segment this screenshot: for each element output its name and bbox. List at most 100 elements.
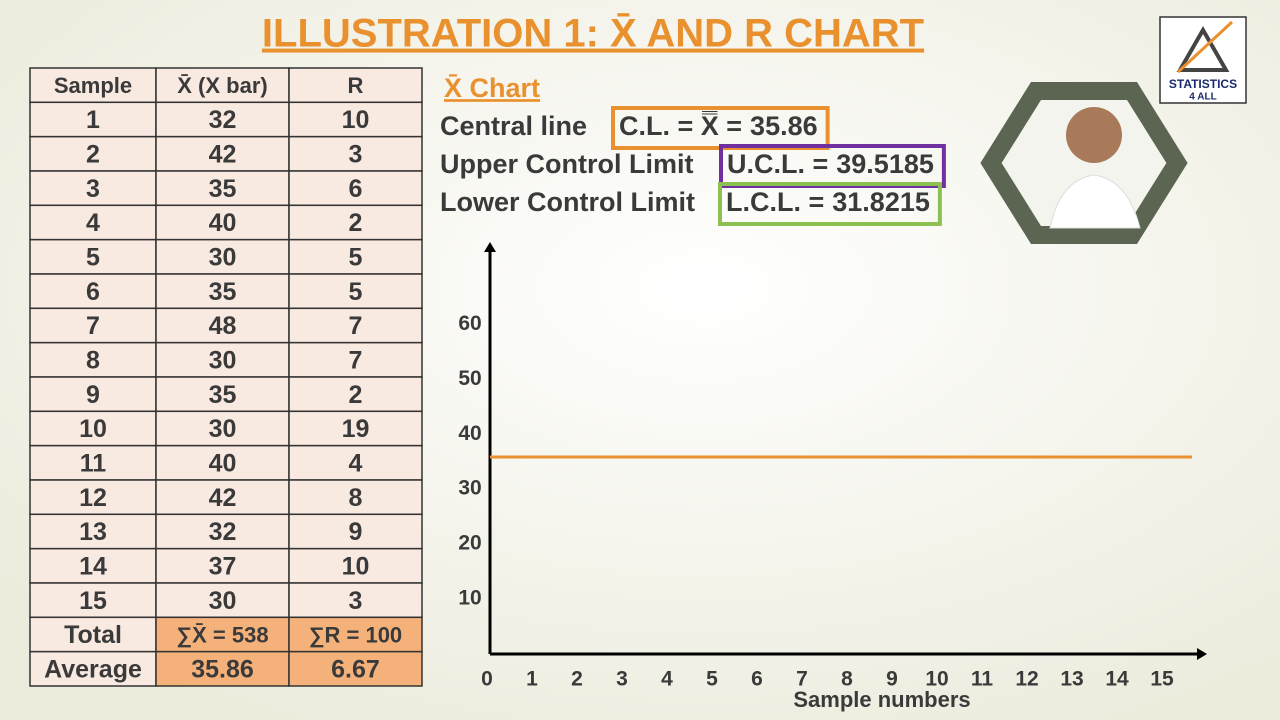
table-text: 10 (79, 415, 107, 443)
table-text: 5 (86, 243, 100, 271)
table-text: 32 (209, 518, 237, 546)
table-cell (288, 479, 423, 516)
presenter-head (1066, 107, 1122, 163)
table-text: 3 (86, 175, 100, 203)
y-tick-label: 60 (458, 312, 481, 335)
table-cell (155, 513, 290, 550)
table-text: 8 (349, 484, 363, 512)
table-text: 7 (86, 312, 100, 340)
table-text: 30 (209, 243, 237, 271)
slide-title: ILLUSTRATION 1: X̄ AND R CHART (262, 12, 924, 56)
y-tick-label: 50 (458, 367, 481, 390)
table-header: R (348, 73, 364, 98)
table-cell (29, 238, 157, 275)
logo-icon (1176, 25, 1230, 72)
y-tick-label: 20 (458, 532, 481, 555)
limit-value: 35.86 (750, 111, 818, 141)
limit-name: Upper Control Limit (440, 149, 693, 179)
y-tick-label: 40 (458, 422, 481, 445)
table-cell (29, 650, 157, 687)
limit-expression: C.L. = X̿ = (619, 110, 742, 141)
limit-value: 31.8215 (832, 187, 930, 217)
table-cell (155, 170, 290, 207)
hexagon-frame (980, 82, 1188, 244)
table-text: 6.67 (331, 655, 380, 683)
table-cell (29, 170, 157, 207)
table-text: 42 (209, 140, 237, 168)
table-cell (29, 376, 157, 413)
table-text: 35 (209, 175, 237, 203)
table-header: Sample (54, 73, 132, 98)
table-text: 35 (209, 278, 237, 306)
data-table: Sample X̄ (X bar) R1 32 102 42 33 35 64 40 25 30 56 3… (29, 67, 423, 687)
table-text: 9 (349, 518, 363, 546)
table-cell (29, 513, 157, 550)
table-cell (29, 410, 157, 447)
table-text: 3 (349, 587, 363, 615)
x-tick-label: 0 (481, 668, 493, 691)
limit-name: Central line (440, 111, 587, 141)
table-text: 48 (209, 312, 237, 340)
table-text: 6 (86, 278, 100, 306)
table-cell (29, 341, 157, 378)
table-text: 2 (349, 381, 363, 409)
table-text: 35 (209, 381, 237, 409)
table-header: X̄ (X bar) (177, 73, 267, 98)
table-text: 37 (209, 552, 237, 580)
table-text: 13 (79, 518, 107, 546)
table-cell (288, 204, 423, 241)
x-axis-arrow (1197, 648, 1207, 660)
x-tick-label: 6 (751, 668, 763, 691)
table-text: 15 (79, 587, 107, 615)
table-text: 7 (349, 312, 363, 340)
table-cell (155, 376, 290, 413)
table-cell (288, 101, 423, 138)
table-cell (288, 67, 423, 104)
table-cell (288, 582, 423, 619)
table-cell (288, 650, 423, 687)
table-text: Average (44, 655, 142, 683)
table-text: 35.86 (191, 655, 254, 683)
table-cell (29, 101, 157, 138)
presenter-shirt (1049, 174, 1141, 229)
table-cell (288, 273, 423, 310)
table-text: 9 (86, 381, 100, 409)
table-text: 14 (79, 552, 107, 580)
logo-arrow (1176, 20, 1234, 74)
x-tick-label: 7 (796, 668, 808, 691)
y-axis-arrow (484, 242, 496, 252)
y-tick-label: 30 (458, 477, 481, 500)
x-tick-label: 11 (971, 668, 994, 691)
limit-expression: L.C.L. = (726, 187, 824, 217)
table-text: 19 (342, 415, 370, 443)
table-cell (29, 547, 157, 584)
table-text: 32 (209, 106, 237, 134)
table-text: Total (64, 621, 122, 649)
limit-name: Lower Control Limit (440, 187, 695, 217)
chart-title: X̄ Chart (444, 73, 540, 103)
table-cell (288, 307, 423, 344)
table-text: 3 (349, 140, 363, 168)
y-tick-label: 10 (458, 587, 481, 610)
table-cell (288, 547, 423, 584)
table-cell (155, 135, 290, 172)
table-cell (288, 513, 423, 550)
limit-expression: U.C.L. = (727, 149, 828, 179)
x-tick-label: 4 (661, 668, 673, 691)
x-tick-label: 12 (1015, 668, 1038, 691)
table-text: ∑X̄ = 538 (176, 622, 268, 647)
table-text: 5 (349, 243, 363, 271)
table-cell (155, 101, 290, 138)
x-tick-label: 2 (571, 668, 583, 691)
table-text: 5 (349, 278, 363, 306)
x-tick-label: 8 (841, 668, 853, 691)
table-text: 42 (209, 484, 237, 512)
table-cell (29, 307, 157, 344)
table-cell (288, 376, 423, 413)
table-text: 4 (349, 449, 363, 477)
table-text: 2 (86, 140, 100, 168)
table-cell (29, 444, 157, 481)
presenter (980, 82, 1188, 244)
table-cell (288, 410, 423, 447)
table-cell (155, 444, 290, 481)
